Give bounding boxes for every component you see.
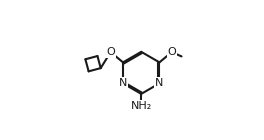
Text: N: N (155, 78, 164, 88)
Text: O: O (106, 47, 115, 57)
Text: N: N (119, 78, 127, 88)
Text: O: O (167, 47, 176, 57)
Text: NH₂: NH₂ (131, 101, 152, 111)
